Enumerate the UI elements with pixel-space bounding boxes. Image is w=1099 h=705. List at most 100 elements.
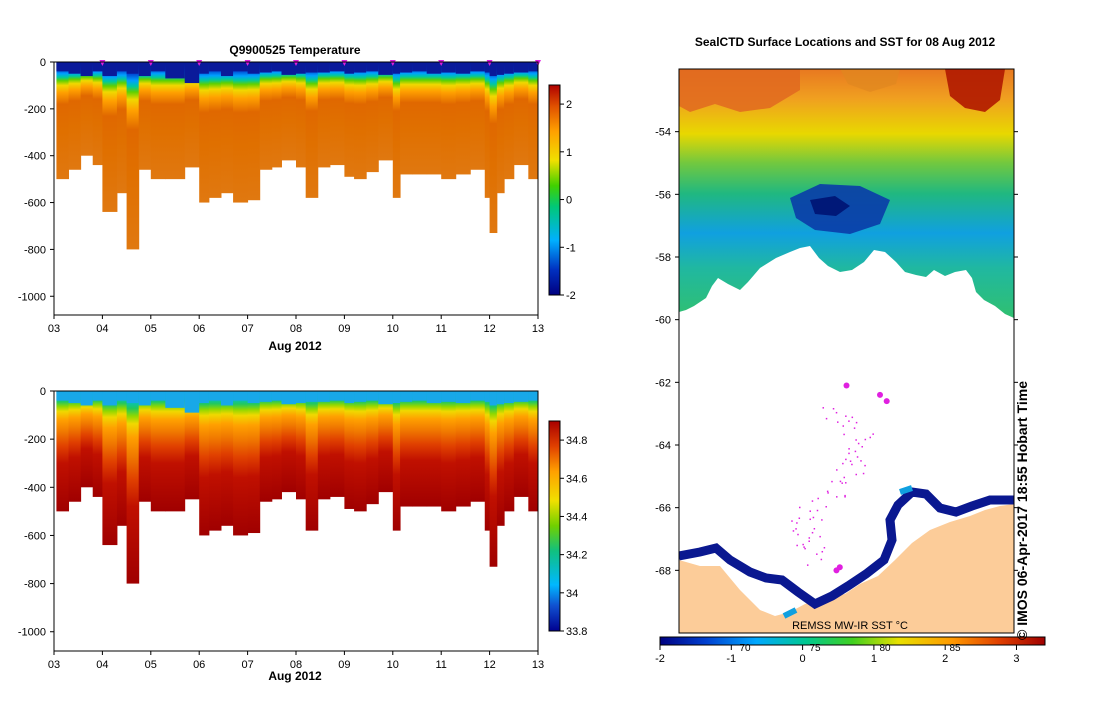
sst-map-panel: SealCTD Surface Locations and SST for 08…	[655, 35, 1046, 665]
track-dot	[823, 547, 826, 549]
surface-layer	[92, 391, 103, 401]
track-dot	[819, 535, 821, 538]
profile-column	[344, 62, 355, 177]
sst-colorbar-tick-label: 1	[871, 653, 877, 665]
surface-layer	[102, 391, 118, 406]
profile-column	[271, 391, 282, 500]
profile-column	[184, 62, 200, 168]
track-dot	[869, 436, 871, 439]
lat-tick-label: -56	[655, 189, 671, 201]
track-dot	[792, 530, 795, 532]
surface-layer	[259, 391, 273, 402]
surface-layer	[220, 62, 234, 77]
y-tick-label: -200	[24, 104, 46, 116]
profile-column	[56, 391, 70, 512]
x-tick-label: 11	[435, 323, 446, 335]
colorbar-tick-label: 34.2	[566, 550, 587, 562]
sst-colorbar-tick-label: -2	[655, 653, 665, 665]
surface-layer	[199, 391, 210, 404]
colorbar-tick-label: 34.6	[566, 473, 587, 485]
surface-layer	[441, 391, 457, 402]
surface-layer	[455, 391, 471, 404]
surface-layer	[126, 391, 140, 404]
surface-layer	[138, 391, 152, 406]
profile-column	[199, 391, 210, 536]
seal-location	[843, 382, 850, 389]
profile-column	[259, 62, 273, 170]
profile-column	[496, 391, 505, 526]
profile-column	[233, 62, 249, 203]
y-tick-label: -400	[24, 151, 46, 163]
profile-column	[116, 391, 128, 526]
profile-column	[329, 62, 345, 166]
profile-column	[296, 391, 307, 500]
x-tick-label: 10	[387, 659, 399, 671]
profile-column	[80, 391, 94, 488]
profile-column	[305, 391, 319, 531]
surface-layer	[271, 391, 282, 401]
surface-layer	[528, 62, 538, 72]
profile-column	[56, 62, 70, 180]
colorbar-tick-label: -1	[566, 242, 576, 254]
surface-layer	[455, 62, 471, 74]
track-dot	[855, 439, 857, 441]
profile-column	[470, 62, 486, 170]
surface-layer	[496, 391, 505, 405]
surface-layer	[68, 62, 82, 74]
profile-column	[138, 391, 152, 502]
track-dot	[861, 445, 863, 448]
colorbar-tick-label: 34.8	[566, 435, 587, 447]
profile-column	[165, 391, 186, 512]
profile-column	[504, 391, 515, 512]
ice-edge-light-segment	[899, 485, 913, 495]
profile-column	[92, 62, 103, 166]
sst-colorbar-tick-label: -1	[726, 653, 736, 665]
profile-column	[80, 62, 94, 156]
track-dot	[841, 482, 843, 484]
x-tick-label: 09	[338, 323, 350, 335]
track-dot	[832, 408, 835, 410]
colorbar-tick-label: 34.4	[566, 511, 587, 523]
salinity-x-ticks: 03 04 05 06 07 08 09 10 11 12 13	[48, 651, 544, 671]
track-dot	[797, 533, 799, 536]
x-tick-label: 10	[387, 323, 399, 335]
profile-column	[455, 62, 471, 175]
profile-column	[126, 62, 140, 250]
profile-column	[92, 391, 103, 497]
lat-tick-label: -64	[655, 440, 671, 452]
profile-column	[528, 62, 538, 180]
profile-column	[329, 391, 345, 497]
sst-colorbar-inner-label: 80	[879, 643, 891, 654]
x-tick-label: 13	[532, 323, 544, 335]
sst-colorbar-tick-label: 0	[800, 653, 806, 665]
surface-layer	[56, 391, 70, 401]
profile-column	[400, 62, 413, 175]
x-tick-label: 08	[290, 659, 302, 671]
y-tick-label: -1000	[18, 291, 46, 303]
salinity-colorbar-ticks: 34.8 34.6 34.4 34.2 34 33.8	[560, 435, 587, 638]
track-dot	[837, 421, 839, 423]
profile-column	[426, 391, 442, 507]
salinity-profiles	[56, 391, 538, 584]
colorbar-tick-label: 0	[566, 195, 572, 207]
profile-column	[489, 391, 498, 567]
track-dot	[821, 550, 824, 553]
profile-column	[68, 391, 82, 502]
profile-column	[392, 391, 401, 531]
surface-layer	[220, 391, 234, 406]
profile-column	[281, 62, 297, 161]
surface-layer	[412, 62, 428, 72]
x-tick-label: 12	[483, 659, 495, 671]
track-dot	[862, 472, 865, 475]
track-dot	[791, 520, 793, 522]
surface-layer	[208, 62, 222, 72]
surface-layer	[296, 391, 307, 404]
track-dot	[812, 516, 815, 519]
profile-column	[412, 62, 428, 175]
x-tick-label: 08	[290, 323, 302, 335]
x-tick-label: 06	[193, 323, 205, 335]
track-dot	[835, 411, 838, 414]
surface-layer	[150, 62, 166, 72]
map-latitude-ticks: -54 -56 -58 -60 -62 -64 -66 -68	[655, 127, 1018, 577]
